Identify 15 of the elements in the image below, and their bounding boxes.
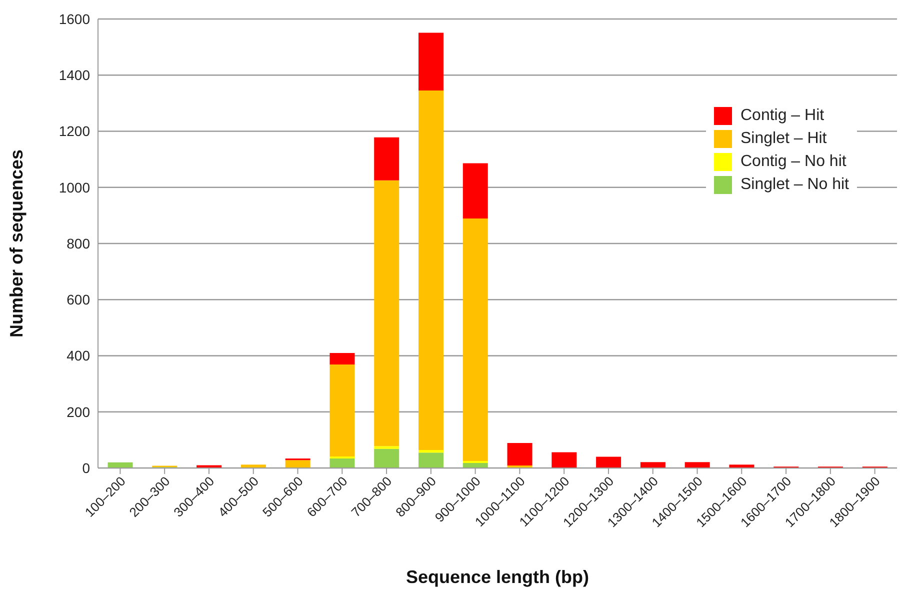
y-tick-label: 1000 (58, 179, 90, 196)
y-tick-label: 1600 (58, 10, 90, 27)
y-tick-label: 200 (66, 404, 90, 420)
y-tick-label: 800 (66, 235, 90, 252)
y-tick-label: 0 (82, 460, 90, 476)
y-tick-label: 400 (66, 348, 90, 364)
y-axis-title: Number of sequences (6, 149, 26, 338)
legend-label: Singlet – Hit (739, 128, 828, 148)
y-tick-label: 600 (66, 292, 90, 308)
legend-label: Contig – Hit (739, 106, 826, 126)
x-axis-title: Sequence length (bp) (406, 567, 590, 587)
legend-label: Contig – No hit (739, 152, 848, 172)
legend-label: Singlet – No hit (739, 174, 849, 194)
y-tick-label: 1400 (58, 67, 90, 84)
y-tick-label: 1200 (58, 123, 90, 140)
